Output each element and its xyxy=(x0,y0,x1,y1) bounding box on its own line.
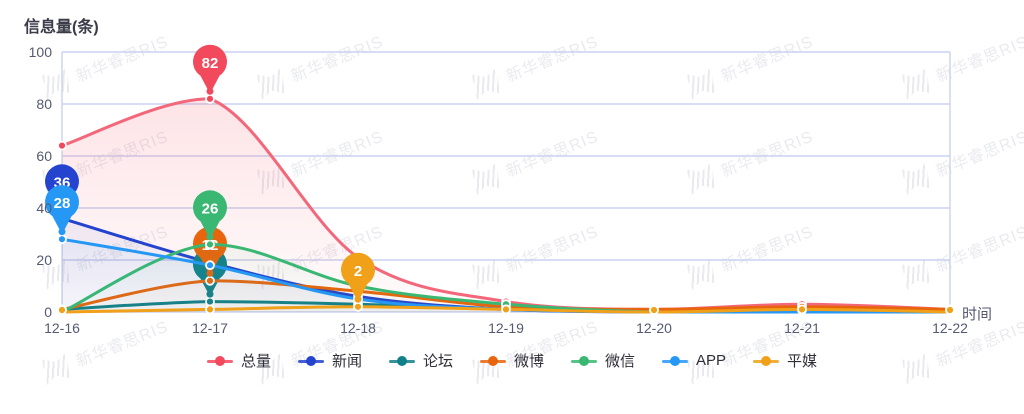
max-pin-value: 28 xyxy=(54,195,71,212)
max-pin: 28 xyxy=(45,185,79,236)
data-point xyxy=(945,305,955,315)
legend-marker-icon xyxy=(662,355,689,367)
legend-label: 微博 xyxy=(513,353,544,370)
x-tick-label: 12-20 xyxy=(636,320,672,336)
legend: 总量 新闻 论坛 微博 微信 APP 平媒 xyxy=(0,350,1024,371)
legend-marker-icon xyxy=(297,355,324,367)
legend-marker-icon xyxy=(753,355,780,367)
data-point xyxy=(353,301,363,312)
data-point xyxy=(797,304,807,315)
legend-label: APP xyxy=(696,352,727,369)
legend-marker-icon xyxy=(388,355,415,367)
data-point xyxy=(57,234,67,245)
data-point xyxy=(205,260,215,271)
legend-item-0[interactable]: 总量 xyxy=(206,350,271,371)
data-point xyxy=(57,305,67,315)
x-tick-label: 12-18 xyxy=(340,320,376,336)
legend-marker-icon xyxy=(206,355,233,367)
legend-item-4[interactable]: 微信 xyxy=(571,350,635,371)
series-area-0 xyxy=(62,98,950,312)
x-axis-name: 时间 xyxy=(962,306,993,323)
y-tick-label: 80 xyxy=(36,96,52,112)
y-axis-title: 信息量(条) xyxy=(24,19,99,36)
legend-item-1[interactable]: 新闻 xyxy=(297,350,362,371)
x-tick-label: 12-21 xyxy=(784,320,820,336)
legend-item-5[interactable]: APP xyxy=(662,352,726,369)
legend-marker-icon xyxy=(479,355,506,367)
data-point xyxy=(205,93,215,104)
y-tick-label: 60 xyxy=(36,148,52,164)
legend-item-2[interactable]: 论坛 xyxy=(388,350,453,371)
x-tick-label: 12-17 xyxy=(192,320,228,336)
y-tick-label: 20 xyxy=(36,252,52,268)
x-tick-label: 12-22 xyxy=(932,320,968,336)
data-point xyxy=(57,140,67,151)
y-tick-label: 100 xyxy=(28,44,52,60)
x-tick-label: 12-16 xyxy=(44,320,80,336)
data-point xyxy=(649,305,659,315)
max-pin-value: 82 xyxy=(202,55,219,72)
legend-marker-icon xyxy=(571,355,597,367)
data-point xyxy=(205,304,215,315)
max-pin: 2 xyxy=(341,252,375,303)
legend-label: 总量 xyxy=(240,353,271,370)
max-pin: 82 xyxy=(193,44,227,95)
legend-label: 论坛 xyxy=(422,353,453,370)
series-area-5 xyxy=(62,239,950,312)
y-tick-label: 0 xyxy=(44,304,52,320)
y-tick-label: 40 xyxy=(36,200,52,216)
data-point xyxy=(501,304,511,315)
legend-item-6[interactable]: 平媒 xyxy=(753,350,817,371)
max-pin: 26 xyxy=(193,190,227,241)
x-tick-label: 12-19 xyxy=(488,320,524,336)
data-point xyxy=(205,239,215,250)
legend-item-3[interactable]: 微博 xyxy=(479,350,544,371)
max-pin-value: 2 xyxy=(354,263,362,280)
legend-label: 平媒 xyxy=(787,353,818,370)
legend-label: 新闻 xyxy=(331,353,362,370)
max-pin-value: 26 xyxy=(202,200,219,217)
legend-label: 微信 xyxy=(605,353,636,370)
